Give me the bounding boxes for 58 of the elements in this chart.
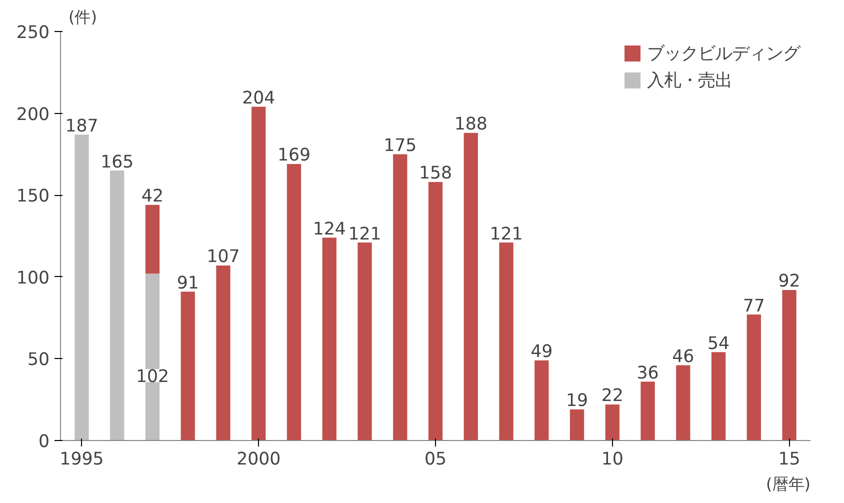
data-label: 54 [707, 334, 730, 354]
bar [358, 242, 372, 440]
data-label: 204 [242, 88, 276, 108]
bar [216, 265, 230, 440]
data-label: 19 [566, 391, 588, 412]
y-tick-label: 100 [16, 268, 50, 288]
bar [180, 292, 195, 440]
x-tick-label: 1995 [60, 450, 104, 470]
data-label: 169 [277, 146, 311, 166]
data-label: 42 [141, 186, 164, 207]
x-tick-label: 2000 [236, 450, 281, 470]
bar [74, 134, 89, 440]
data-label: 188 [454, 114, 488, 135]
y-tick-label: 200 [16, 104, 50, 125]
x-axis-title: (暦年) [766, 474, 810, 494]
legend-label: ブックビルディング [647, 43, 800, 65]
y-axis-title: (件) [68, 8, 97, 26]
bar [499, 242, 514, 440]
y-tick-label: 50 [27, 350, 50, 370]
data-label: 22 [601, 386, 624, 406]
y-tick-label: 150 [16, 186, 50, 207]
x-tick-label: 10 [601, 450, 624, 470]
data-label: 36 [636, 363, 659, 384]
bar [676, 365, 690, 440]
legend-label: 入札・売出 [647, 70, 732, 92]
x-tick-label: 15 [778, 450, 800, 470]
data-label: 91 [176, 273, 199, 294]
bar [145, 204, 160, 274]
bar [605, 404, 620, 440]
data-label: 165 [100, 152, 134, 172]
data-label: 46 [672, 346, 694, 367]
data-label: 175 [384, 136, 417, 156]
data-label: 121 [348, 224, 382, 244]
bar [428, 182, 443, 440]
bar [746, 314, 761, 440]
x-tick-label: 05 [424, 450, 447, 470]
bar [782, 290, 796, 440]
data-label: 124 [312, 219, 346, 240]
data-label: 158 [418, 164, 452, 184]
bar [464, 132, 478, 440]
data-label: 121 [490, 224, 523, 244]
bar [393, 154, 408, 440]
data-label: 102 [136, 367, 170, 388]
bar [534, 360, 549, 440]
bar [322, 238, 336, 440]
bar [570, 409, 584, 440]
bar [252, 106, 266, 440]
bar [640, 382, 655, 440]
y-tick-label: 0 [38, 432, 50, 452]
bar [711, 352, 726, 440]
data-label: 92 [778, 272, 800, 292]
bar [286, 164, 302, 440]
data-label: 107 [206, 247, 240, 268]
data-label: 187 [65, 116, 98, 136]
y-tick-label: 250 [16, 23, 50, 43]
data-label: 77 [742, 296, 765, 316]
data-label: 49 [530, 342, 553, 362]
bar [110, 170, 124, 440]
